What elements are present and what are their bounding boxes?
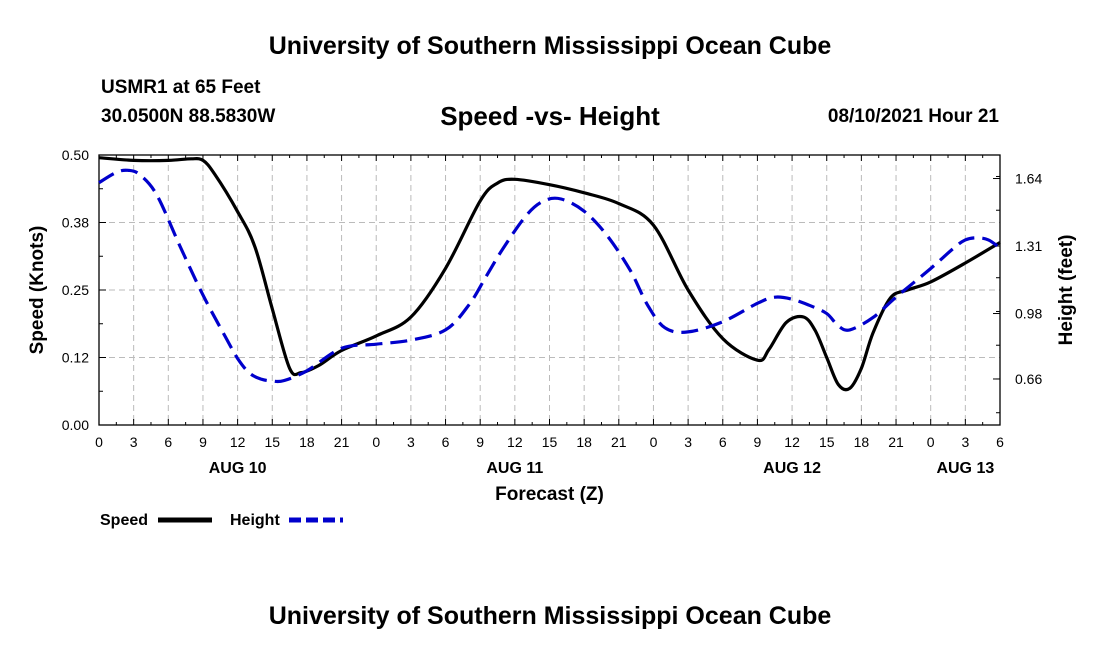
x-tick-label: 3 <box>130 434 138 450</box>
station-label: USMR1 at 65 Feet <box>101 77 261 98</box>
y2-tick-label: 1.31 <box>1015 238 1042 254</box>
x-tick-label: 3 <box>684 434 692 450</box>
x-tick-label: 18 <box>854 434 870 450</box>
y-tick-label: 0.50 <box>62 147 89 163</box>
series-line-speed <box>98 156 1001 392</box>
grid-lines <box>99 155 1000 425</box>
x-tick-label: 6 <box>719 434 727 450</box>
x-tick-label: 21 <box>888 434 904 450</box>
day-label: AUG 13 <box>936 460 994 477</box>
legend-height-label: Height <box>230 512 280 529</box>
x-tick-label: 18 <box>576 434 592 450</box>
day-label: AUG 10 <box>209 460 267 477</box>
y-tick-label: 0.12 <box>62 350 89 366</box>
x-tick-label: 12 <box>784 434 800 450</box>
page-title-top: University of Southern Mississippi Ocean… <box>268 32 832 60</box>
x-tick-label: 21 <box>611 434 627 450</box>
x-tick-label: 9 <box>476 434 484 450</box>
axis-ticks: 0 3 6 9 12 15 18 21 0 3 6 9 12 15 18 21 0 3 6 9 12 15 18 21 0 3 6A… <box>62 147 1043 477</box>
timestamp-label: 08/10/2021 Hour 21 <box>827 106 999 127</box>
x-tick-label: 18 <box>299 434 315 450</box>
chart-title: Speed -vs- Height <box>440 101 660 131</box>
series-line-height <box>98 168 1001 384</box>
x-tick-label: 6 <box>164 434 172 450</box>
y-axis-label: Speed (Knots) <box>27 226 48 355</box>
legend: Speed Height <box>100 512 343 529</box>
x-tick-label: 9 <box>754 434 762 450</box>
y2-tick-label: 1.64 <box>1015 171 1042 187</box>
x-tick-label: 0 <box>372 434 380 450</box>
x-tick-label: 15 <box>264 434 280 450</box>
series-lines <box>98 156 1001 392</box>
x-tick-label: 3 <box>407 434 415 450</box>
x-tick-label: 0 <box>650 434 658 450</box>
x-tick-label: 12 <box>507 434 523 450</box>
x-tick-label: 6 <box>442 434 450 450</box>
page-title-bottom: University of Southern Mississippi Ocean… <box>268 602 832 630</box>
x-tick-label: 9 <box>199 434 207 450</box>
x-tick-label: 21 <box>334 434 350 450</box>
x-tick-label: 0 <box>927 434 935 450</box>
y-tick-label: 0.00 <box>62 417 89 433</box>
legend-speed-label: Speed <box>100 512 148 529</box>
x-axis-label: Forecast (Z) <box>495 484 604 505</box>
y-tick-label: 0.38 <box>62 215 89 231</box>
y2-tick-label: 0.98 <box>1015 306 1042 322</box>
x-tick-label: 3 <box>961 434 969 450</box>
x-tick-label: 0 <box>95 434 103 450</box>
x-tick-label: 15 <box>542 434 558 450</box>
day-label: AUG 12 <box>763 460 821 477</box>
day-label: AUG 11 <box>486 460 543 477</box>
y-tick-label: 0.25 <box>62 282 89 298</box>
coordinates-label: 30.0500N 88.5830W <box>101 106 276 127</box>
y2-tick-label: 0.66 <box>1015 371 1042 387</box>
y2-axis-label: Height (feet) <box>1056 235 1077 346</box>
x-tick-label: 15 <box>819 434 835 450</box>
x-tick-label: 12 <box>230 434 246 450</box>
x-tick-label: 6 <box>996 434 1004 450</box>
